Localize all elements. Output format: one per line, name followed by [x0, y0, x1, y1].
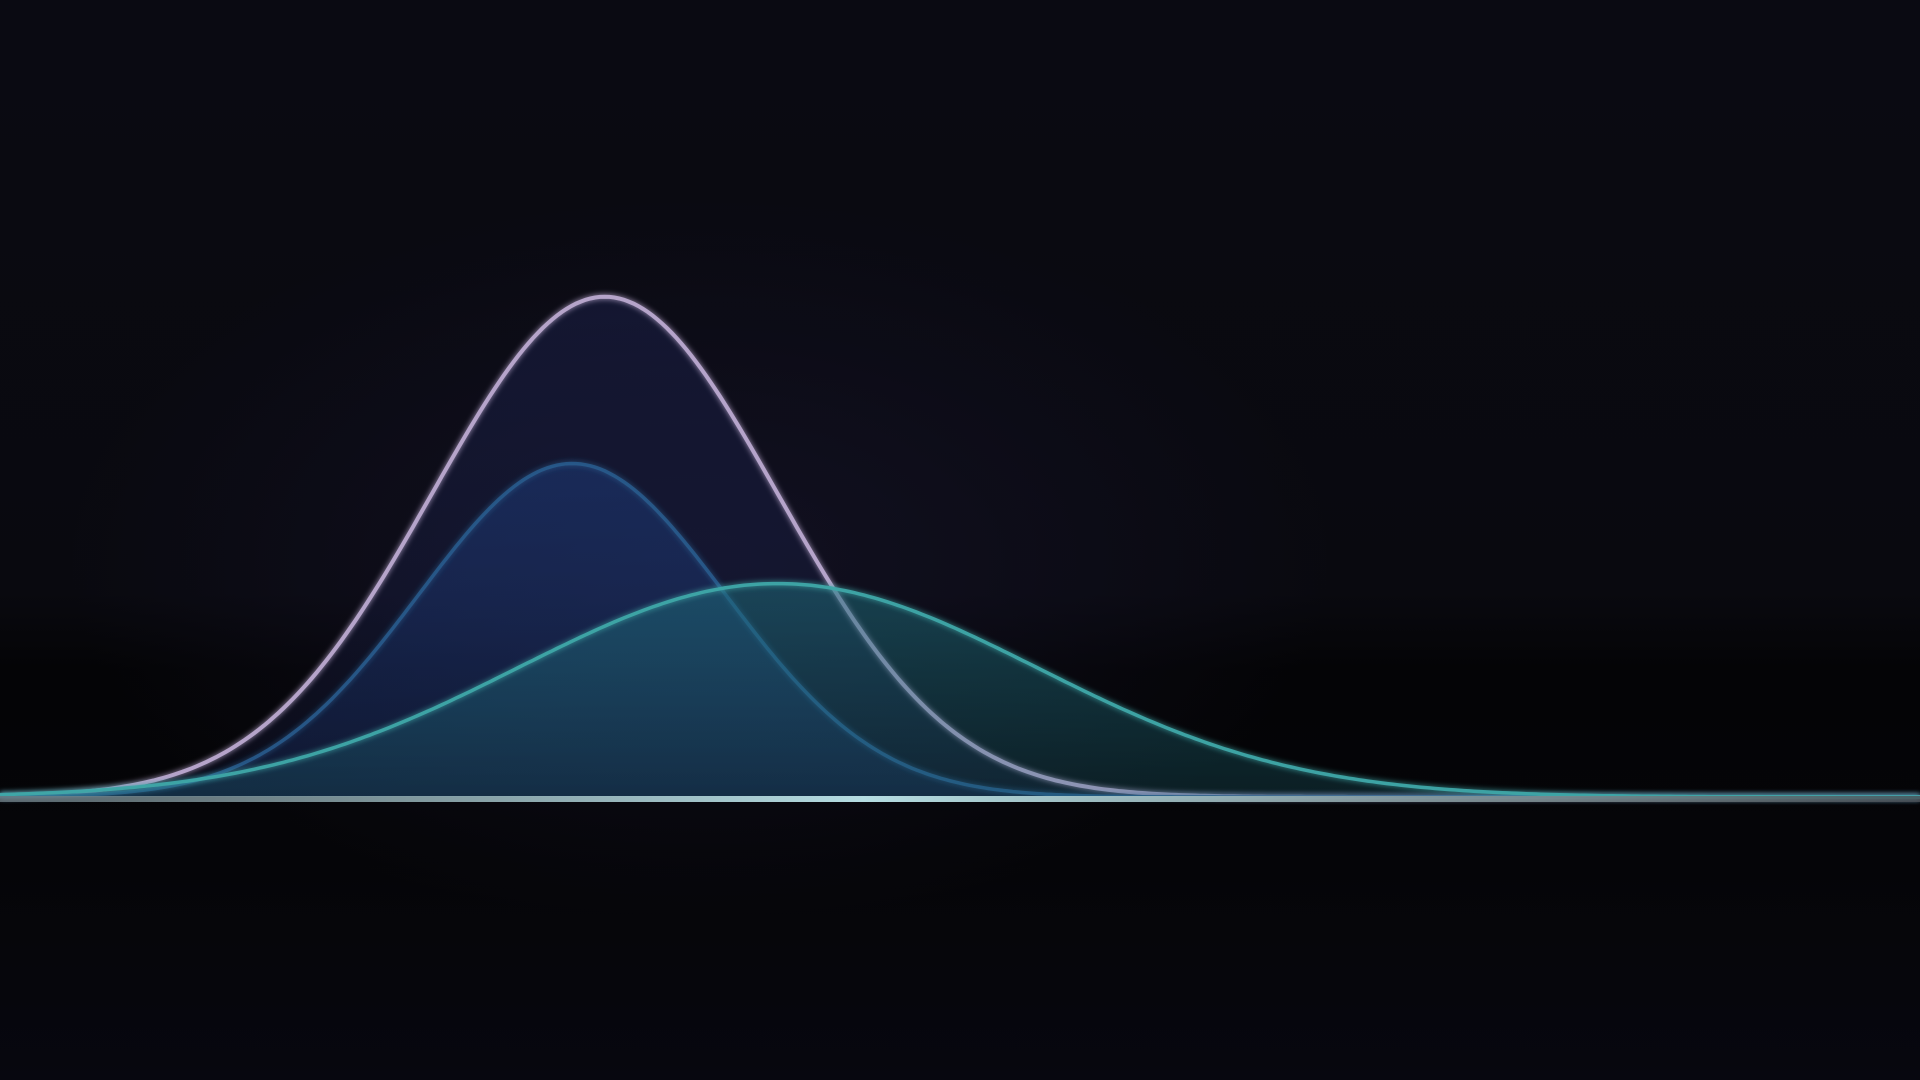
x-axis-baseline — [0, 796, 1920, 802]
series-layer — [0, 294, 1920, 799]
series-3-area — [0, 583, 1920, 797]
series-3-line — [0, 581, 1920, 799]
